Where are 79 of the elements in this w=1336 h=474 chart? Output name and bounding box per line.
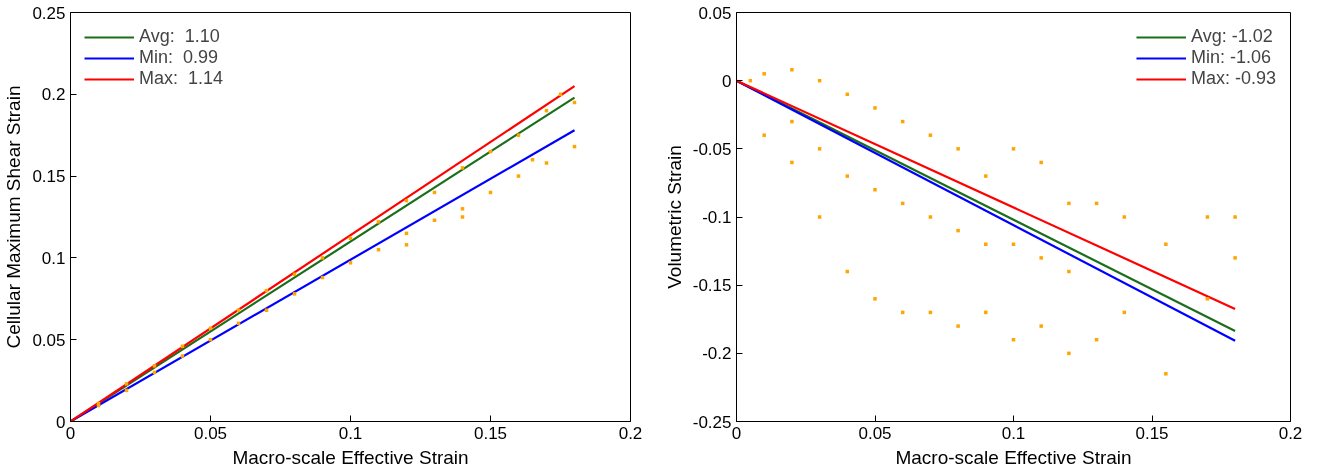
point <box>817 147 822 151</box>
point <box>817 215 822 219</box>
y-axis-title: Cellular Maximum Shear Strain <box>3 85 25 349</box>
y-tick-label: 0.2 <box>41 85 66 105</box>
point <box>460 166 465 170</box>
point <box>460 207 465 211</box>
point <box>180 344 185 348</box>
x-tick-label: 0.15 <box>473 423 508 443</box>
point <box>928 215 933 219</box>
point <box>1067 201 1071 206</box>
point <box>873 297 877 301</box>
point <box>320 256 325 260</box>
y-tick-label: 0.25 <box>32 3 66 23</box>
y-tick-label: 0.15 <box>32 167 66 187</box>
point <box>1205 215 1210 219</box>
point <box>376 220 381 224</box>
legend-label: Min: 0.99 <box>139 47 219 68</box>
point <box>790 68 794 72</box>
legend-label: Min: -1.06 <box>1190 47 1271 68</box>
point <box>1164 242 1168 247</box>
point <box>516 174 521 178</box>
point <box>790 119 794 124</box>
point <box>124 382 129 386</box>
y-tick-label: -0.15 <box>692 276 732 296</box>
point <box>544 161 549 165</box>
point <box>1011 147 1016 151</box>
y-tick-label: 0.1 <box>41 248 66 268</box>
point <box>1164 372 1168 376</box>
point <box>348 261 353 265</box>
point <box>762 72 766 76</box>
x-tick-label: 0.2 <box>618 423 643 443</box>
y-axis-title: Volumetric Strain <box>663 145 685 289</box>
point <box>873 106 877 110</box>
point <box>956 147 960 151</box>
legend-label: Avg: -1.02 <box>1190 26 1273 47</box>
y-tick-label: -0.05 <box>692 139 732 159</box>
point <box>404 243 409 247</box>
point <box>1039 160 1043 165</box>
y-tick-label: 0 <box>722 71 732 91</box>
point <box>984 242 988 247</box>
x-axis-title: Macro-scale Effective Strain <box>232 446 469 468</box>
point <box>790 160 794 165</box>
point <box>956 324 960 328</box>
point <box>1233 256 1237 260</box>
x-tick-label: 0.2 <box>1278 423 1303 443</box>
y-tick-label: -0.25 <box>692 412 732 432</box>
point <box>873 187 877 192</box>
point <box>152 364 157 368</box>
point <box>292 292 297 296</box>
point <box>1067 269 1071 274</box>
point <box>984 310 988 315</box>
x-tick-label: 0.05 <box>858 423 892 443</box>
y-tick-label: -0.2 <box>702 344 732 364</box>
point <box>928 133 933 137</box>
point <box>1122 215 1127 219</box>
point <box>180 354 185 358</box>
x-axis-title: Macro-scale Effective Strain <box>895 446 1132 468</box>
y-tick-label: 0.05 <box>698 3 732 23</box>
point <box>984 174 988 178</box>
point <box>1039 256 1043 260</box>
point <box>1205 297 1210 301</box>
y-tick-label: 0.05 <box>32 330 66 350</box>
point <box>1233 215 1237 219</box>
point <box>208 326 213 330</box>
point <box>956 228 960 233</box>
point <box>460 215 465 219</box>
point <box>1039 324 1043 328</box>
point <box>1067 351 1071 356</box>
legend-label: Max: 1.14 <box>139 68 224 89</box>
x-tick-label: 0.1 <box>1001 423 1026 443</box>
x-tick-label: 0.1 <box>338 423 363 443</box>
point <box>845 174 850 178</box>
x-tick-label: 0.05 <box>193 423 228 443</box>
legend-label: Max: -0.93 <box>1190 68 1276 89</box>
legend-label: Avg: 1.10 <box>139 26 220 47</box>
x-tick-label: 0.15 <box>1135 423 1169 443</box>
y-tick-label: -0.1 <box>702 208 732 227</box>
point <box>762 133 766 137</box>
point <box>516 133 521 137</box>
